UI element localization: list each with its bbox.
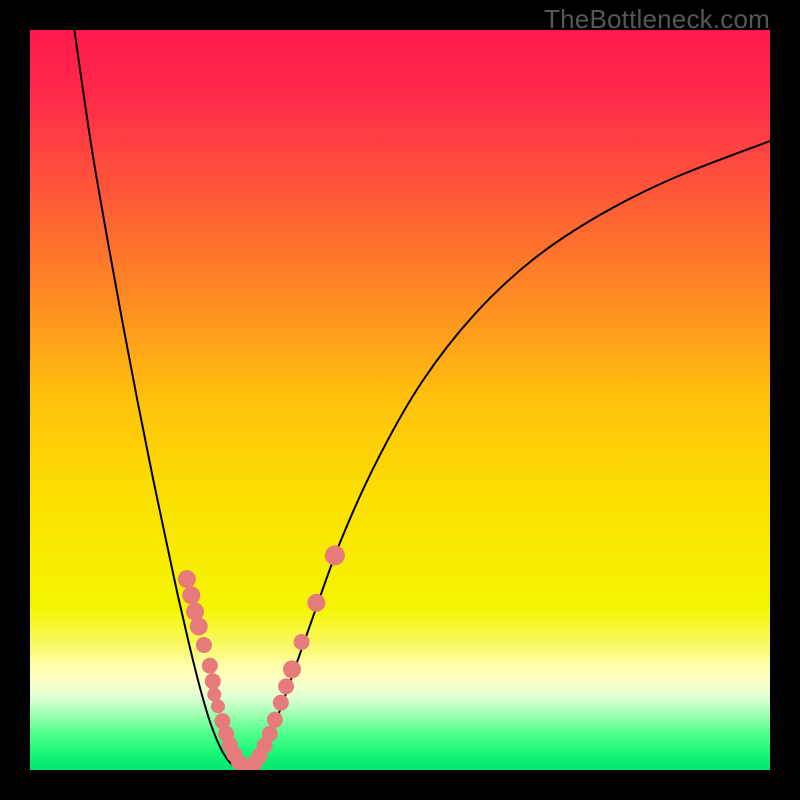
scatter-point (207, 688, 221, 702)
scatter-point (196, 637, 212, 653)
scatter-point (211, 699, 225, 713)
curve-left-branch (74, 30, 239, 770)
scatter-point (325, 545, 345, 565)
watermark-text: TheBottleneck.com (544, 4, 770, 35)
chart-container: TheBottleneck.com (0, 0, 800, 800)
curve-right-branch (239, 141, 770, 770)
scatter-point (262, 726, 278, 742)
scatter-point (202, 658, 218, 674)
scatter-point (182, 586, 200, 604)
scatter-point (178, 570, 196, 588)
scatter-point (273, 695, 289, 711)
chart-svg (0, 0, 800, 800)
scatter-point (267, 712, 283, 728)
scatter-point (278, 678, 294, 694)
scatter-point (190, 617, 208, 635)
scatter-point (294, 634, 310, 650)
scatter-point (205, 673, 221, 689)
scatter-point (307, 594, 325, 612)
scatter-point (283, 660, 301, 678)
